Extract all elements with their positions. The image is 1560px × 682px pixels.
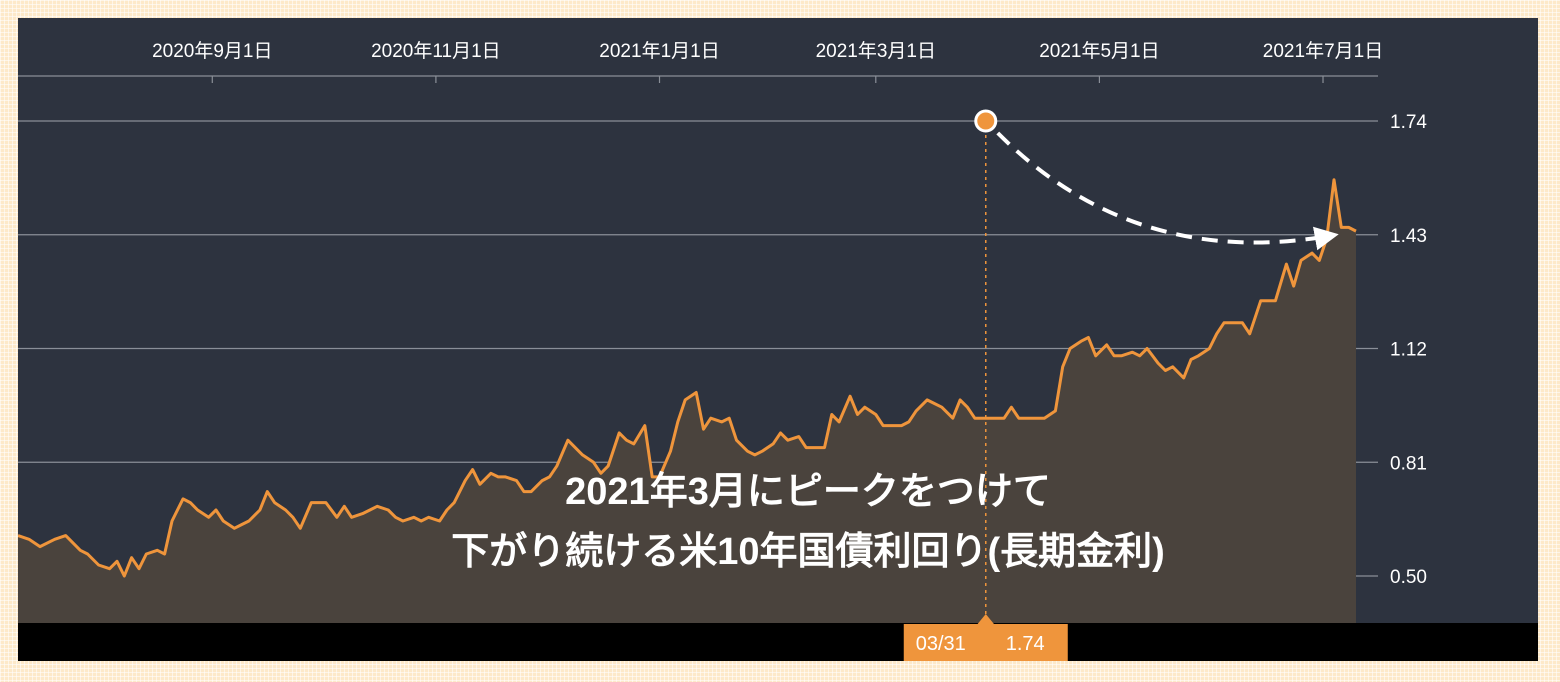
peak-marker[interactable] bbox=[974, 109, 998, 133]
cursor-pointer-triangle bbox=[976, 614, 995, 625]
y-tick-label: 0.81 bbox=[1390, 453, 1427, 474]
cursor-value: 1.74 bbox=[1006, 633, 1045, 655]
x-tick-label: 2020年9月1日 bbox=[152, 40, 272, 62]
x-tick-label: 2021年3月1日 bbox=[816, 40, 936, 62]
cursor-date: 03/31 bbox=[916, 633, 966, 655]
x-tick-label: 2021年1月1日 bbox=[599, 40, 719, 62]
x-tick-label: 2020年11月1日 bbox=[371, 40, 501, 62]
yield-chart: 2020年9月1日 2020年11月1日 2021年1月1日 2021年3月1日 202… bbox=[18, 40, 1538, 661]
y-tick-label: 1.12 bbox=[1390, 340, 1427, 361]
yield-area-fill bbox=[18, 179, 1356, 623]
downtrend-arrow bbox=[996, 131, 1339, 251]
yield-series-line bbox=[18, 178, 1357, 578]
cursor-label: 03/31 1.74 bbox=[903, 614, 1068, 661]
annotation-line-1: 2021年3月にピークをつけて bbox=[565, 471, 1051, 513]
x-tick-label: 2021年7月1日 bbox=[1263, 40, 1383, 62]
x-tick-label: 2021年5月1日 bbox=[1039, 40, 1159, 62]
cursor-label-bg bbox=[903, 624, 1068, 661]
annotation-line-2: 下がり続ける米10年国債利回り(長期金利) bbox=[451, 530, 1165, 573]
bottom-bar bbox=[18, 623, 1538, 661]
y-tick-label: 1.74 bbox=[1390, 112, 1427, 133]
y-tick-label: 0.50 bbox=[1390, 567, 1427, 588]
chart-frame: 2020年9月1日 2020年11月1日 2021年1月1日 2021年3月1日 202… bbox=[18, 18, 1538, 661]
y-tick-label: 1.43 bbox=[1390, 226, 1427, 247]
